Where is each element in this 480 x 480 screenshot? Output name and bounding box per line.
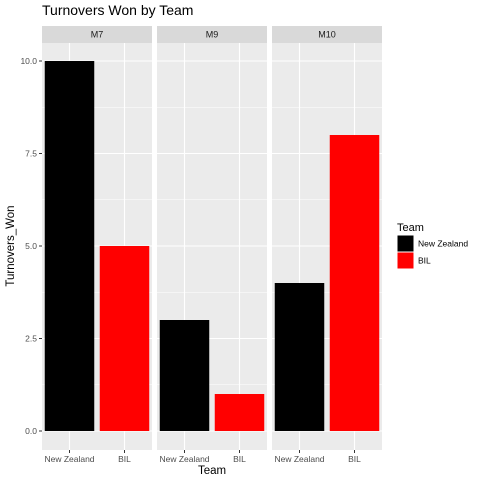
facet-strip bbox=[42, 26, 152, 43]
bar-m7-bil bbox=[99, 246, 150, 431]
y-tick-label: 5.0 bbox=[25, 241, 37, 251]
bar-m10-bil bbox=[329, 135, 380, 431]
x-tick-label: BIL bbox=[233, 454, 246, 464]
facet-strip bbox=[272, 26, 382, 43]
legend-title: Team bbox=[397, 222, 424, 234]
bar-m9-new-zealand bbox=[159, 320, 210, 431]
facet-strip bbox=[157, 26, 267, 43]
legend-label: New Zealand bbox=[418, 239, 468, 249]
bar-m7-new-zealand bbox=[44, 61, 95, 431]
chart-title: Turnovers Won by Team bbox=[42, 2, 193, 18]
legend: Team New Zealand BIL bbox=[396, 222, 468, 270]
facet-strip-label: M7 bbox=[91, 30, 104, 40]
legend-label: BIL bbox=[418, 256, 431, 266]
legend-key bbox=[396, 234, 415, 253]
x-tick-label: BIL bbox=[348, 454, 361, 464]
facet-panel-m9: M9 New Zealand BIL bbox=[157, 26, 267, 464]
y-tick-label: 7.5 bbox=[25, 149, 37, 159]
y-tick-label: 10.0 bbox=[20, 56, 37, 66]
y-tick-label: 2.5 bbox=[25, 334, 37, 344]
facet-strip-label: M9 bbox=[206, 30, 219, 40]
y-axis: 0.0 2.5 5.0 7.5 10.0 bbox=[20, 56, 42, 436]
y-tick-label: 0.0 bbox=[25, 426, 37, 436]
x-tick-label: New Zealand bbox=[44, 454, 94, 464]
x-axis-title: Team bbox=[198, 465, 226, 477]
facet-panel-m10: M10 New Zealand BIL bbox=[272, 26, 382, 464]
x-tick-label: BIL bbox=[118, 454, 131, 464]
bar-m9-bil bbox=[214, 394, 265, 431]
y-axis-title: Turnovers_Won bbox=[5, 205, 17, 286]
facet-strip-label: M10 bbox=[318, 30, 336, 40]
bar-m10-new-zealand bbox=[274, 283, 325, 431]
facet-panels: M7 New Zealand BIL M9 New Zealand BIL M10 New Z… bbox=[42, 26, 382, 464]
x-tick-label: New Zealand bbox=[159, 454, 209, 464]
facet-panel-m7: M7 New Zealand BIL bbox=[42, 26, 152, 464]
legend-key bbox=[396, 251, 415, 270]
x-tick-label: New Zealand bbox=[274, 454, 324, 464]
